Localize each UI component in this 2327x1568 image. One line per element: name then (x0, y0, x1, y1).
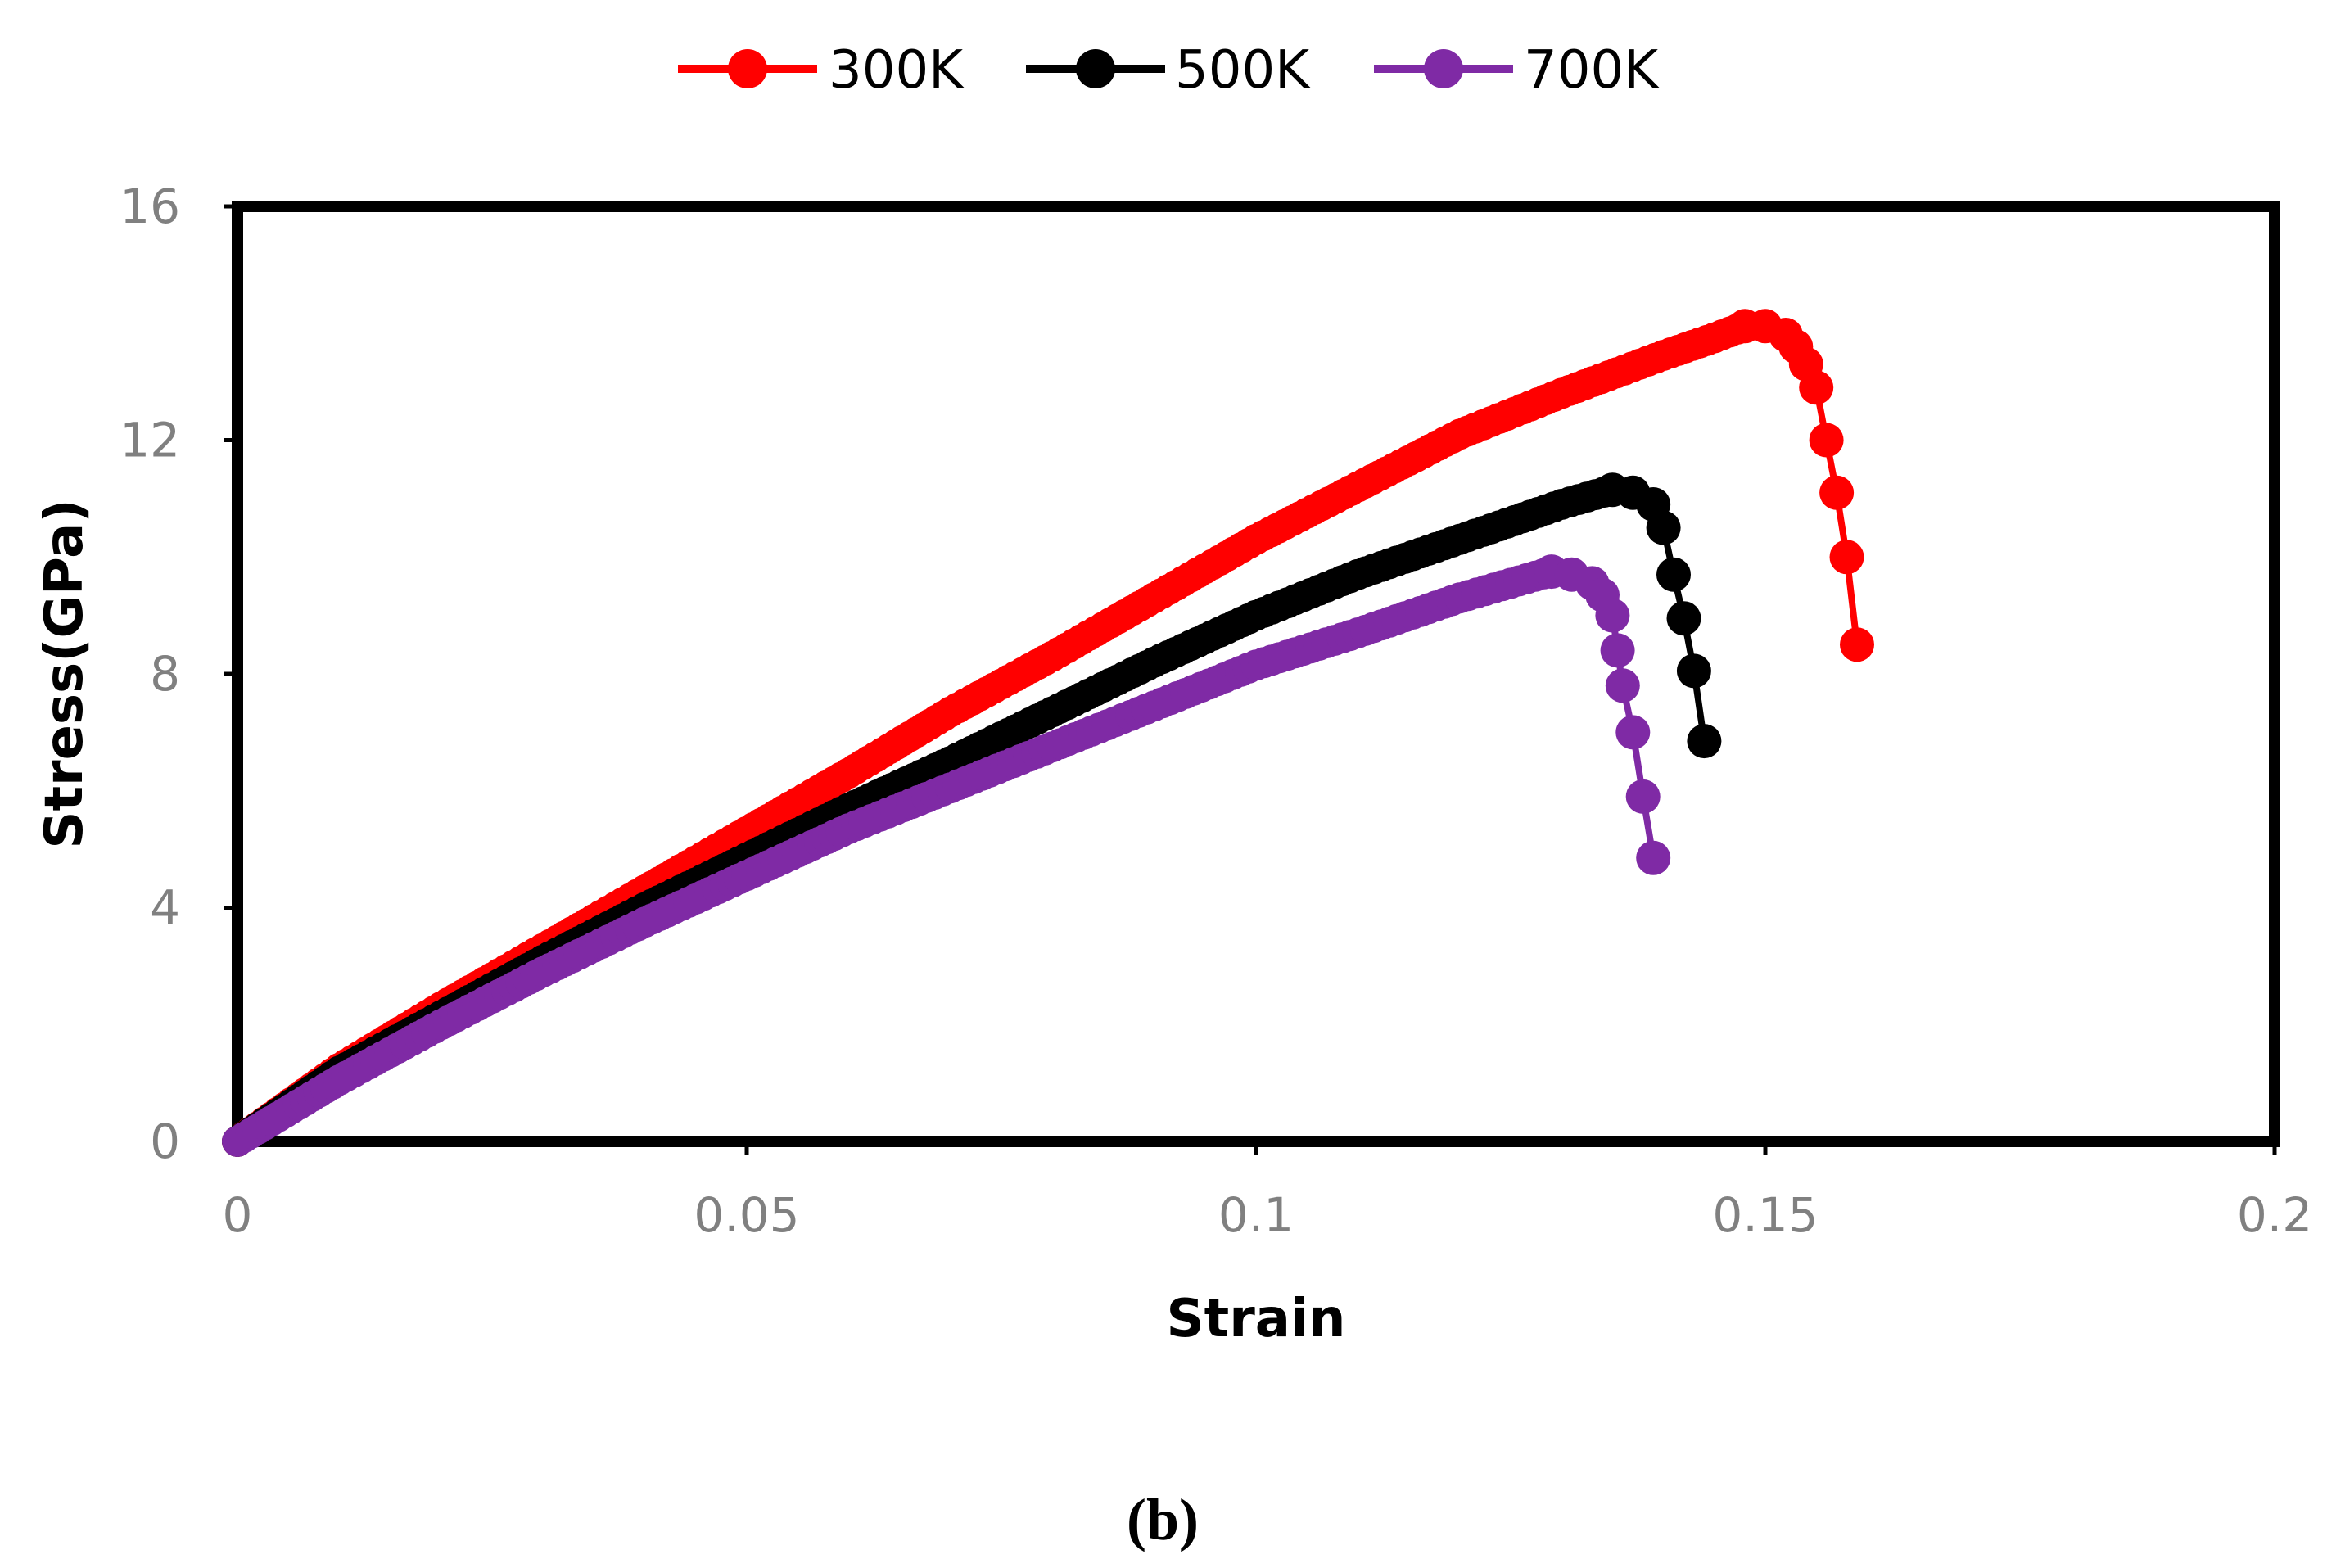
data-point (1819, 475, 1855, 510)
data-point (1687, 724, 1722, 759)
x-tick-label: 0.1 (1218, 1187, 1294, 1243)
y-tick-label: 4 (150, 880, 180, 936)
legend-entry-500k: 500K (1026, 40, 1311, 101)
data-point (1666, 601, 1701, 636)
series-layer (222, 309, 1874, 1157)
legend-label: 700K (1524, 40, 1660, 101)
data-point (1615, 715, 1651, 750)
x-axis-title: Strain (1167, 1289, 1346, 1349)
y-tick-label: 0 (150, 1114, 180, 1169)
data-point (1600, 633, 1635, 668)
y-tick-label: 12 (120, 413, 180, 468)
data-point (1625, 779, 1661, 814)
data-point (1595, 598, 1630, 633)
y-tick-label: 8 (150, 646, 180, 702)
data-point (1636, 840, 1671, 875)
legend-entry-300k: 300K (678, 40, 965, 101)
data-point (1656, 557, 1691, 592)
x-tick-label: 0.05 (694, 1187, 799, 1243)
y-axis-ticks: 0 4 8 12 16 (120, 178, 237, 1169)
legend-label: 500K (1175, 40, 1311, 101)
x-tick-label: 0 (223, 1187, 253, 1243)
x-tick-label: 0.15 (1712, 1187, 1818, 1243)
data-point (1605, 668, 1640, 703)
data-point (1809, 423, 1844, 458)
legend-label: 300K (829, 40, 965, 101)
legend-entry-700k: 700K (1374, 40, 1660, 101)
legend-marker (1424, 49, 1463, 88)
y-axis-title: Stress(GPa) (34, 499, 95, 848)
data-point (1646, 510, 1681, 545)
legend-marker (1076, 49, 1115, 88)
data-point (1799, 370, 1834, 405)
data-point (1676, 653, 1711, 689)
series-700k (222, 554, 1671, 1157)
legend-marker (728, 49, 767, 88)
legend: 300K 500K 700K (678, 40, 1660, 101)
data-point (1840, 627, 1874, 662)
data-point (1829, 540, 1864, 575)
figure-caption: (b) (1127, 1487, 1199, 1552)
y-tick-label: 16 (120, 178, 180, 234)
x-tick-label: 0.2 (2237, 1187, 2312, 1243)
